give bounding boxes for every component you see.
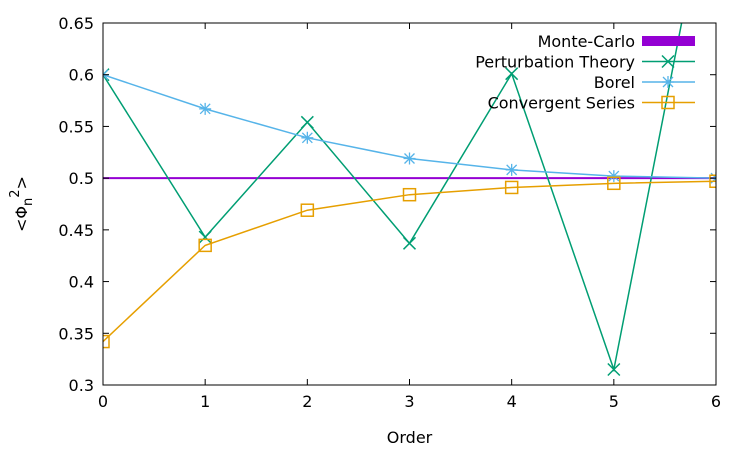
x-tick-label: 2	[302, 392, 312, 411]
data-point-convergent-series	[504, 180, 519, 195]
data-point-perturbation-theory	[505, 67, 519, 81]
data-point-convergent-series	[300, 203, 315, 217]
y-tick-label: 0.6	[69, 66, 94, 85]
x-tick-label: 4	[507, 392, 517, 411]
legend-label-monte-carlo: Monte-Carlo	[538, 32, 635, 51]
data-point-convergent-series	[709, 174, 716, 188]
y-axis-label: <Φn2>	[8, 176, 36, 232]
legend-swatch-monte-carlo	[642, 36, 695, 46]
data-point-borel	[607, 170, 620, 183]
legend-marker-borel	[662, 76, 674, 88]
x-axis-label: Order	[387, 428, 433, 447]
legend-label-convergent-series: Convergent Series	[488, 94, 635, 113]
data-point-borel	[301, 131, 314, 144]
y-tick-label: 0.45	[58, 221, 94, 240]
legend-marker-perturbation-theory	[661, 54, 675, 69]
legend-label-borel: Borel	[594, 73, 635, 92]
data-point-borel	[403, 152, 416, 165]
legend-label-perturbation-theory: Perturbation Theory	[475, 53, 635, 72]
x-tick-label: 3	[404, 392, 414, 411]
y-tick-label: 0.65	[58, 14, 94, 33]
data-point-convergent-series	[103, 334, 110, 349]
data-point-convergent-series	[607, 176, 621, 191]
y-tick-label: 0.3	[69, 376, 94, 395]
data-point-convergent-series	[198, 238, 212, 253]
plot-area	[103, 23, 716, 377]
x-tick-label: 0	[98, 392, 108, 411]
legend-marker-convergent-series	[661, 95, 675, 110]
y-tick-label: 0.35	[58, 324, 94, 343]
axes: 0 1 2 3 4 5 6 0.3 0.35 0.4 0.45 0.5 0.55 0.6 0.65	[58, 14, 721, 411]
series-line-convergent-series	[103, 180, 716, 343]
data-point-convergent-series	[402, 187, 417, 202]
data-point-borel	[505, 163, 518, 176]
y-tick-label: 0.55	[58, 117, 94, 136]
data-point-perturbation-theory	[402, 236, 417, 250]
y-tick-label: 0.4	[69, 273, 94, 292]
data-point-perturbation-theory	[300, 115, 314, 129]
y-tick-label: 0.5	[69, 169, 94, 188]
data-point-perturbation-theory	[607, 362, 621, 377]
data-point-borel	[199, 102, 212, 115]
x-tick-label: 1	[200, 392, 210, 411]
x-tick-label: 6	[711, 392, 721, 411]
x-tick-label: 5	[609, 392, 619, 411]
data-point-perturbation-theory	[198, 230, 212, 244]
